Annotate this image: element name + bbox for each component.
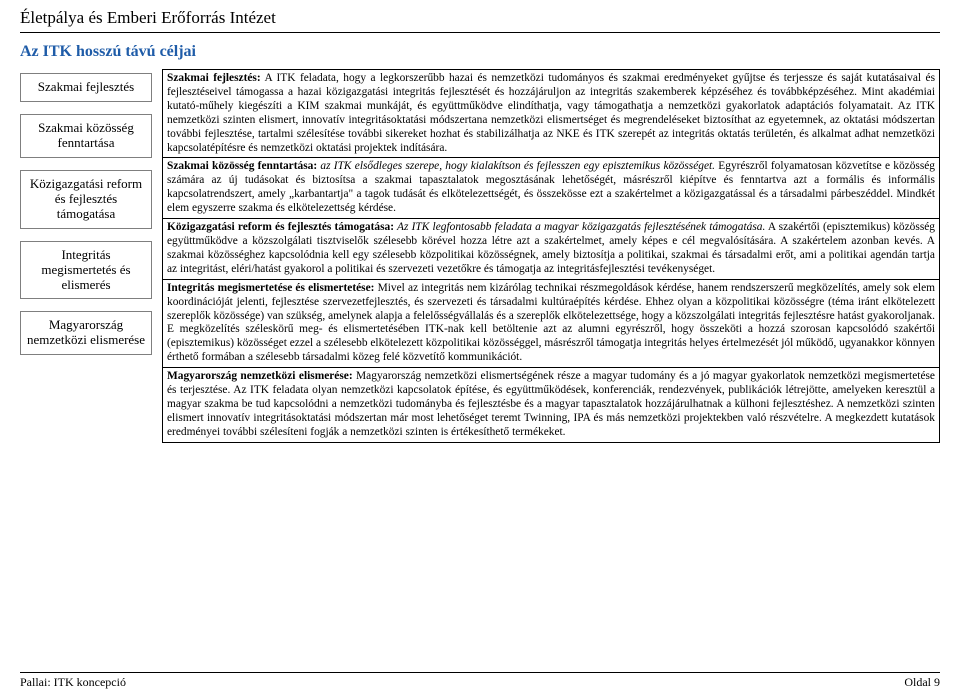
section-integritas: Integritás megismertetése és elismerteté…: [163, 280, 939, 368]
page-header: Életpálya és Emberi Erőforrás Intézet: [20, 8, 940, 33]
sidebar: Szakmai fejlesztés Szakmai közösség fenn…: [20, 69, 152, 443]
section-italic: az ITK elsődleges szerepe, hogy kialakít…: [317, 160, 715, 172]
sidebar-item-magyarorszag: Magyarország nemzetközi elismerése: [20, 311, 152, 355]
main-layout: Szakmai fejlesztés Szakmai közösség fenn…: [20, 69, 940, 443]
section-szakmai-kozosseg: Szakmai közösség fenntartása: az ITK els…: [163, 158, 939, 219]
section-body: A ITK feladata, hogy a legkorszerűbb haz…: [167, 72, 935, 154]
section-lead: Közigazgatási reform és fejlesztés támog…: [167, 221, 394, 233]
page-footer: Pallai: ITK koncepció Oldal 9: [20, 672, 940, 690]
section-lead: Integritás megismertetése és elismerteté…: [167, 282, 374, 294]
section-lead: Szakmai közösség fenntartása:: [167, 160, 317, 172]
page-subtitle: Az ITK hosszú távú céljai: [20, 43, 940, 61]
content-column: Szakmai fejlesztés: A ITK feladata, hogy…: [162, 69, 940, 443]
footer-right: Oldal 9: [904, 675, 940, 690]
section-lead: Magyarország nemzetközi elismerése:: [167, 370, 353, 382]
section-lead: Szakmai fejlesztés:: [167, 72, 261, 84]
section-magyarorszag: Magyarország nemzetközi elismerése: Magy…: [163, 368, 939, 443]
section-italic: Az ITK legfontosabb feladata a magyar kö…: [394, 221, 765, 233]
sidebar-item-szakmai-fejlesztes: Szakmai fejlesztés: [20, 73, 152, 102]
footer-left: Pallai: ITK koncepció: [20, 675, 126, 690]
sidebar-item-kozigazgatasi-reform: Közigazgatási reform és fejlesztés támog…: [20, 170, 152, 229]
sidebar-item-szakmai-kozosseg: Szakmai közösség fenntartása: [20, 114, 152, 158]
page: Életpálya és Emberi Erőforrás Intézet Az…: [0, 0, 960, 443]
section-kozigazgatasi-reform: Közigazgatási reform és fejlesztés támog…: [163, 219, 939, 280]
sidebar-item-integritas: Integritás megismertetés és elismerés: [20, 241, 152, 300]
section-szakmai-fejlesztes: Szakmai fejlesztés: A ITK feladata, hogy…: [163, 70, 939, 158]
